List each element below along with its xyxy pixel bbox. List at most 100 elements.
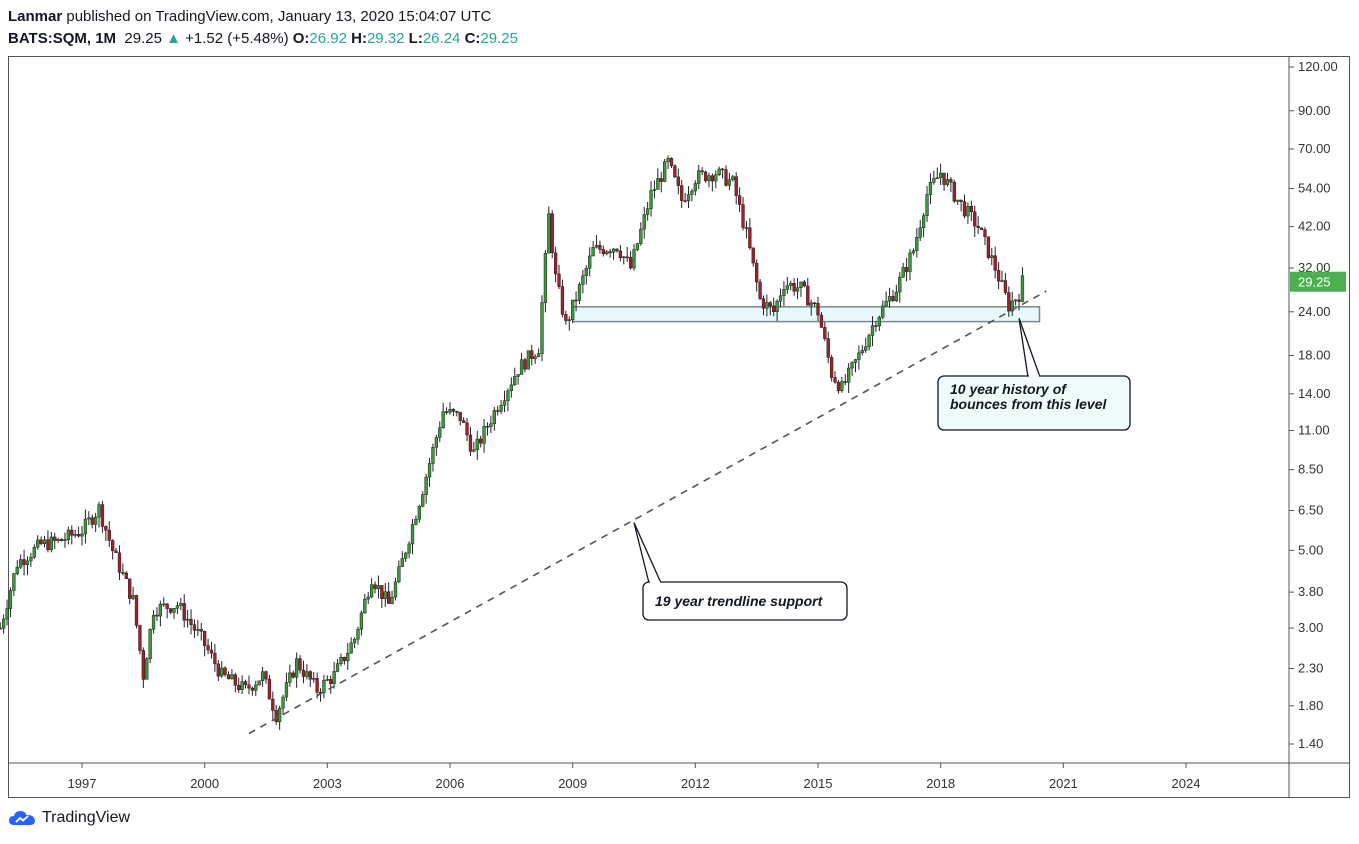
candle-body xyxy=(898,276,902,293)
candle-body xyxy=(213,652,217,665)
candle-body xyxy=(785,285,789,290)
candle-body xyxy=(628,257,633,269)
candle-body xyxy=(853,359,858,363)
candle-body xyxy=(645,208,650,215)
price-tick-label: 32.00 xyxy=(1298,260,1331,275)
candle-body xyxy=(932,178,936,183)
candle-body xyxy=(724,169,728,186)
symbol-label[interactable]: BATS:SQM, 1M xyxy=(8,30,117,47)
candle-body xyxy=(993,255,997,271)
tradingview-logo[interactable]: TradingView xyxy=(8,808,130,828)
candle-body xyxy=(489,423,493,428)
candle-body xyxy=(567,319,571,321)
chart-frame[interactable] xyxy=(8,56,1350,798)
candle-body xyxy=(397,566,401,583)
candle-body xyxy=(901,267,905,278)
candle-body xyxy=(356,628,360,640)
candle-body xyxy=(502,400,507,406)
candle-body xyxy=(550,213,554,254)
candle-body xyxy=(100,504,105,527)
candle-body xyxy=(271,698,275,711)
callout-joint xyxy=(1029,375,1039,378)
candle-body xyxy=(485,426,490,428)
high-value: 29.32 xyxy=(366,30,405,47)
candle-body xyxy=(741,204,745,228)
candle-body xyxy=(175,605,180,609)
candle-body xyxy=(703,171,708,182)
candle-body xyxy=(141,650,145,680)
candle-body xyxy=(56,538,60,541)
candle-body xyxy=(904,267,909,272)
candle-body xyxy=(162,603,166,606)
candle-body xyxy=(479,438,483,444)
support-zone xyxy=(571,306,1041,323)
candle-body xyxy=(792,283,796,292)
brand-label: TradingView xyxy=(42,809,131,826)
candle-body xyxy=(189,618,193,625)
candle-body xyxy=(812,302,817,305)
callout-pointer xyxy=(633,522,662,584)
candle-body xyxy=(346,652,350,662)
candle-body xyxy=(315,678,319,693)
candle-body xyxy=(802,281,807,287)
candle-body xyxy=(588,255,592,269)
candle-body xyxy=(117,552,122,573)
candle-body xyxy=(908,252,912,272)
candle-body xyxy=(758,281,762,299)
candle-body xyxy=(990,255,994,258)
candle-body xyxy=(649,190,653,209)
candle-body xyxy=(393,581,398,598)
candle-body xyxy=(8,590,13,609)
candle-body xyxy=(543,252,548,303)
candle-body xyxy=(680,185,684,201)
candle-body xyxy=(700,170,704,173)
candle-body xyxy=(260,671,265,682)
candle-body xyxy=(63,539,67,541)
candle-body xyxy=(744,227,749,229)
candle-body xyxy=(639,228,643,244)
candle-body xyxy=(291,672,295,678)
candle-body xyxy=(168,608,173,613)
candle-body xyxy=(373,584,377,590)
candle-body xyxy=(952,181,956,202)
candle-body xyxy=(376,585,381,590)
time-tick-label: 2021 xyxy=(1049,776,1078,791)
published-text: published on TradingView.com, January 13… xyxy=(66,8,492,25)
candle-body xyxy=(32,546,36,558)
candle-body xyxy=(107,529,111,541)
last-price-badge-layer: 29.25 xyxy=(1290,271,1346,292)
candle-body xyxy=(836,381,841,392)
open-label: O: xyxy=(292,30,310,47)
candle-body xyxy=(209,649,214,654)
candle-body xyxy=(220,667,224,677)
candle-body xyxy=(571,299,575,320)
candle-body xyxy=(656,178,660,190)
candle-body xyxy=(339,656,343,664)
candle-body xyxy=(642,214,646,230)
candle-body xyxy=(1017,299,1021,302)
candle-body xyxy=(979,227,984,230)
time-tick-label: 2003 xyxy=(313,776,342,791)
candle-body xyxy=(874,325,878,327)
high-label: H: xyxy=(351,30,367,47)
candle-body xyxy=(601,249,605,255)
candle-body xyxy=(250,687,255,691)
candle-body xyxy=(12,573,16,591)
price-tick-label: 120.00 xyxy=(1298,59,1338,74)
author-name[interactable]: Lanmar xyxy=(8,8,63,25)
candle-body xyxy=(540,302,544,354)
candle-body xyxy=(0,627,2,630)
candle-body xyxy=(254,684,258,691)
candle-body xyxy=(342,656,347,662)
candle-body xyxy=(553,252,558,275)
price-tick-label: 5.00 xyxy=(1298,542,1323,557)
candle-body xyxy=(772,305,776,312)
candle-body xyxy=(1020,275,1025,302)
candle-body xyxy=(949,179,953,183)
candle-body xyxy=(1,618,6,629)
candle-body xyxy=(533,356,537,359)
candle-body xyxy=(352,638,357,644)
trendline-support xyxy=(248,290,1047,735)
candle-body xyxy=(605,251,609,255)
